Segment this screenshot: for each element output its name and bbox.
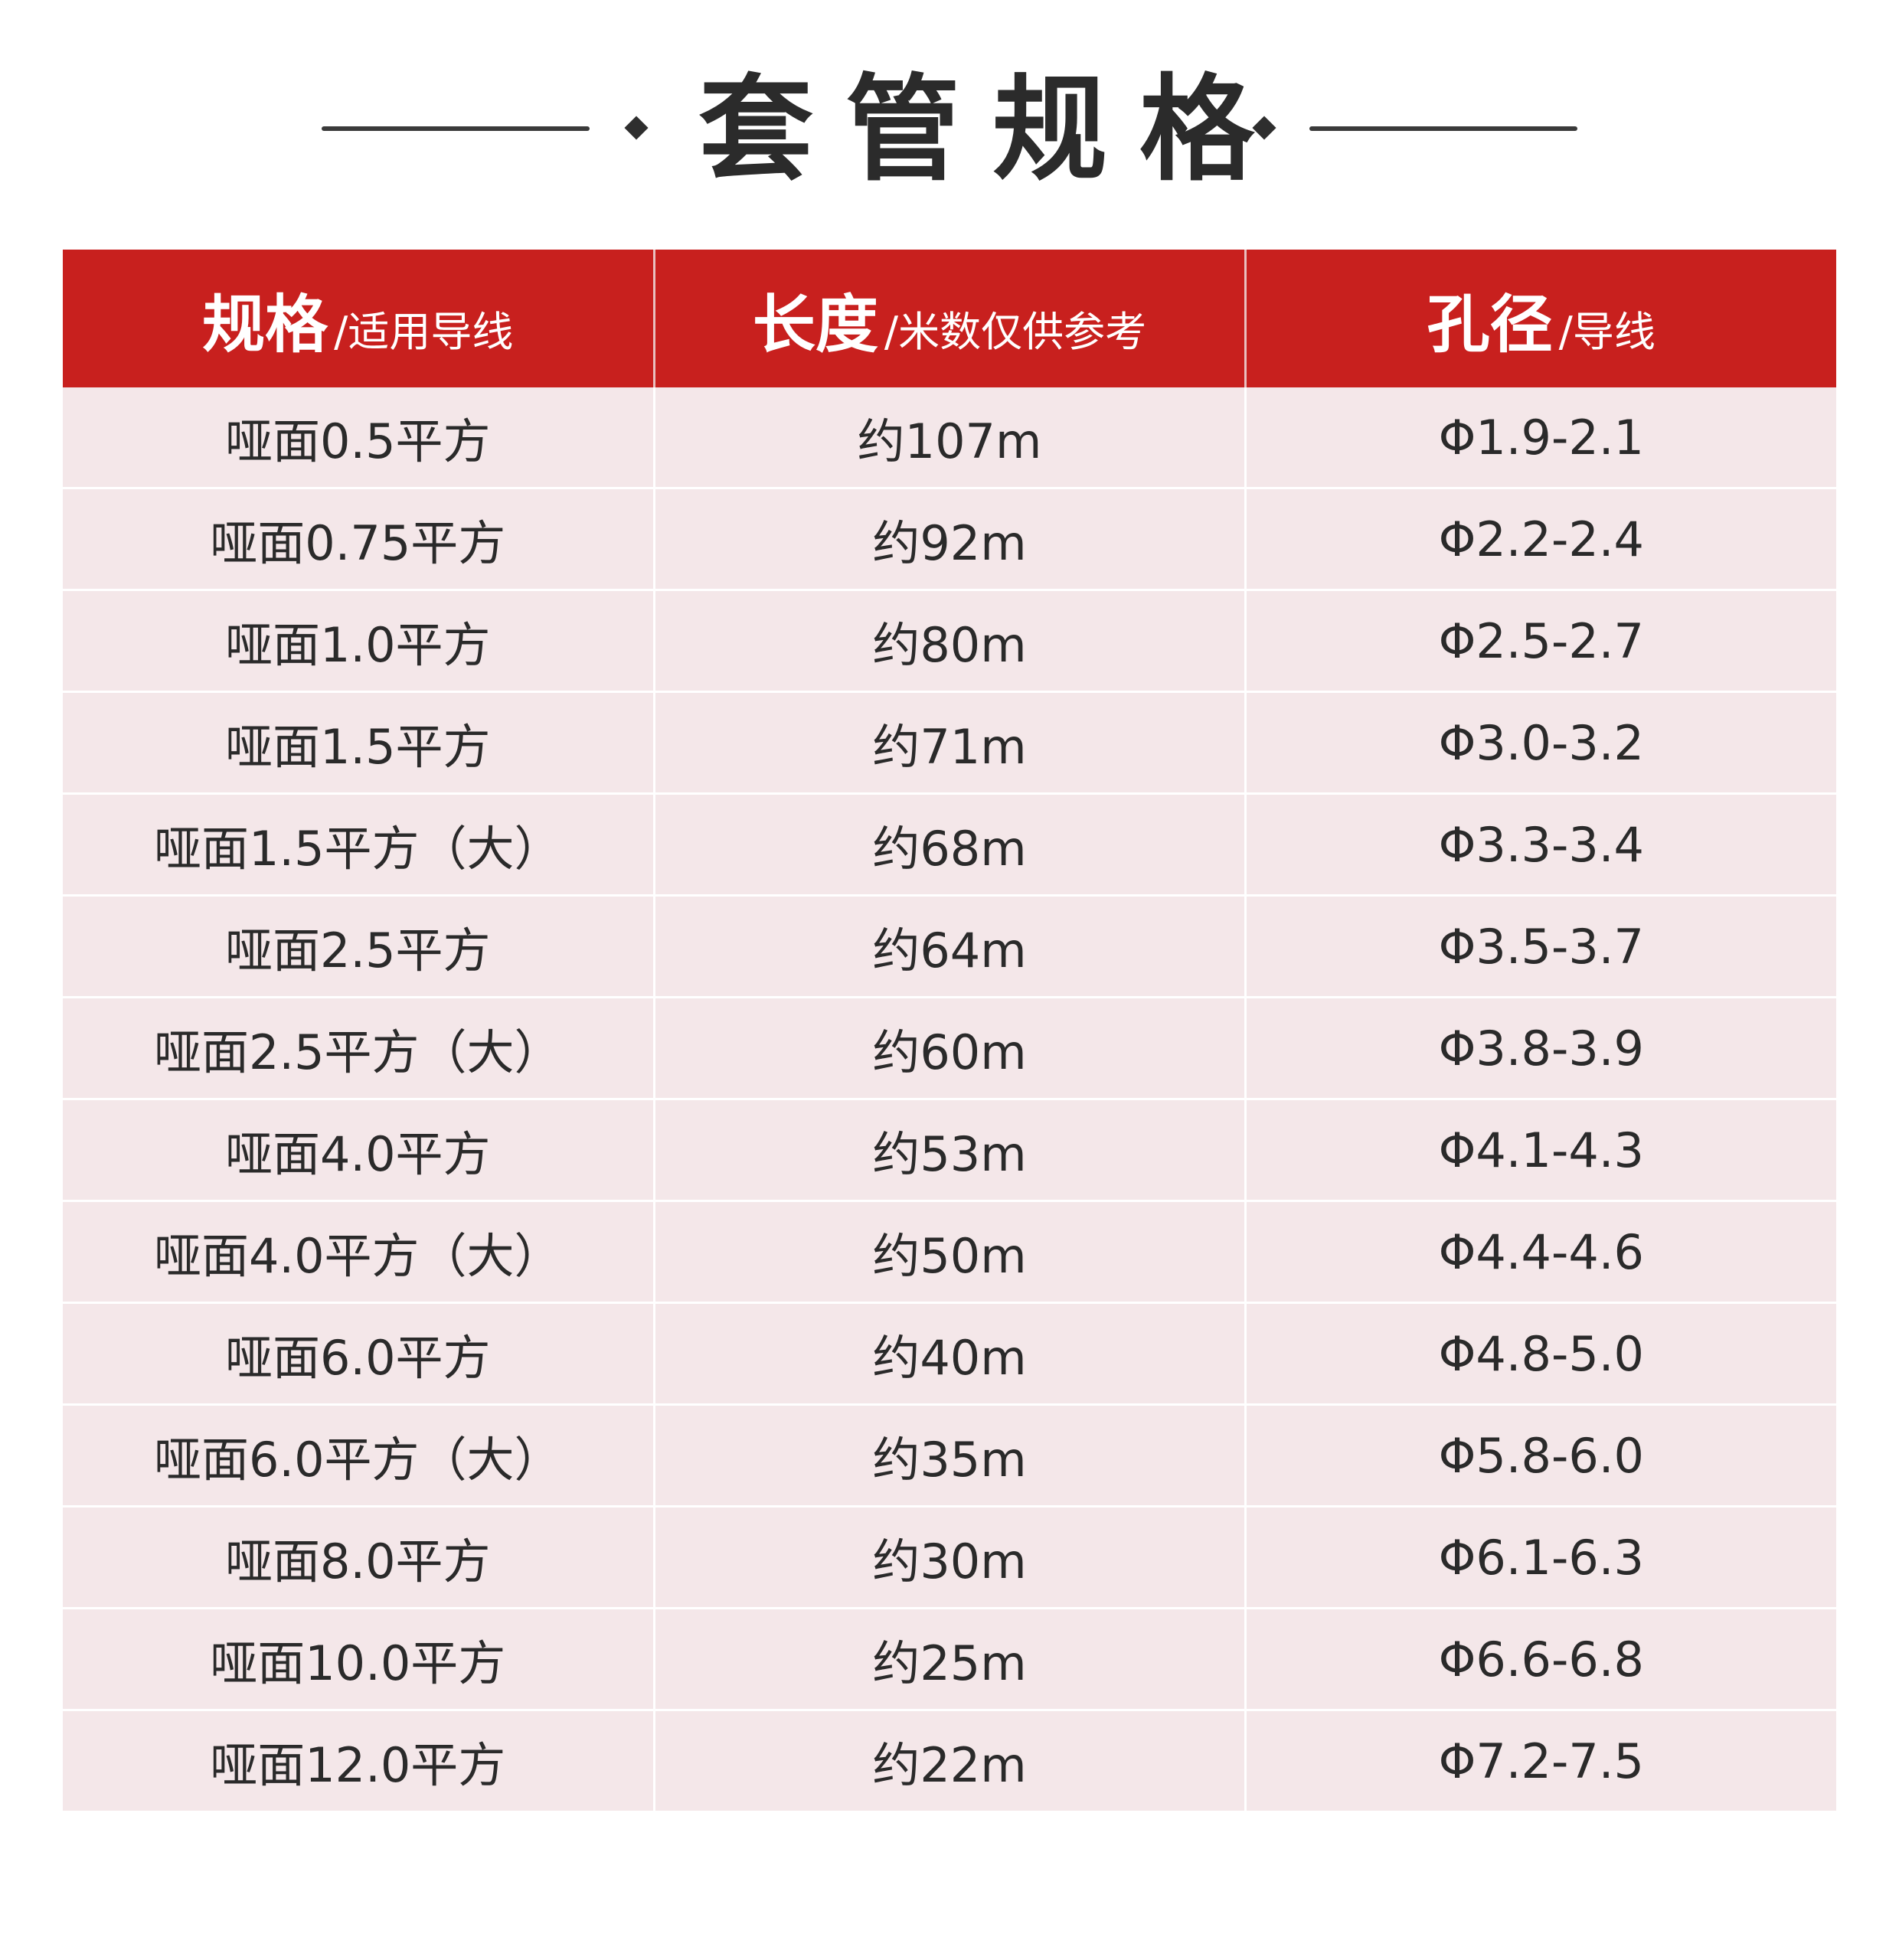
cell-diameter: Φ4.1-4.3 <box>1245 1099 1836 1202</box>
table-row: 哑面8.0平方 约30m Φ6.1-6.3 <box>63 1506 1836 1609</box>
cell-diameter: Φ4.8-5.0 <box>1245 1302 1836 1406</box>
cell-spec: 哑面6.0平方 <box>63 1302 655 1406</box>
cell-diameter: Φ5.8-6.0 <box>1245 1404 1836 1508</box>
cell-length: 约53m <box>654 1099 1247 1202</box>
table-row: 哑面2.5平方（大） 约60m Φ3.8-3.9 <box>63 997 1836 1100</box>
cell-spec: 哑面4.0平方 <box>63 1099 655 1202</box>
cell-spec: 哑面4.0平方（大） <box>63 1200 655 1304</box>
table-row: 哑面2.5平方 约64m Φ3.5-3.7 <box>63 895 1836 998</box>
cell-length: 约68m <box>654 793 1247 897</box>
header-spec: 规格/适用导线 <box>63 250 655 387</box>
cell-length: 约50m <box>654 1200 1247 1304</box>
title-divider-right <box>1309 126 1577 131</box>
table-row: 哑面0.5平方 约107m Φ1.9-2.1 <box>63 387 1836 489</box>
cell-spec: 哑面0.5平方 <box>63 387 655 489</box>
cell-length: 约35m <box>654 1404 1247 1508</box>
cell-diameter: Φ3.8-3.9 <box>1245 997 1836 1100</box>
cell-length: 约107m <box>654 387 1247 489</box>
title-bar: 套管规格 <box>0 69 1899 191</box>
cell-diameter: Φ2.5-2.7 <box>1245 590 1836 693</box>
cell-spec: 哑面2.5平方（大） <box>63 997 655 1100</box>
cell-diameter: Φ6.6-6.8 <box>1245 1608 1836 1711</box>
cell-diameter: Φ7.2-7.5 <box>1245 1710 1836 1811</box>
cell-length: 约64m <box>654 895 1247 998</box>
cell-spec: 哑面1.5平方（大） <box>63 793 655 897</box>
cell-diameter: Φ3.0-3.2 <box>1245 691 1836 795</box>
table-row: 哑面10.0平方 约25m Φ6.6-6.8 <box>63 1608 1836 1711</box>
cell-spec: 哑面2.5平方 <box>63 895 655 998</box>
table-row: 哑面0.75平方 约92m Φ2.2-2.4 <box>63 488 1836 591</box>
table-row: 哑面1.5平方 约71m Φ3.0-3.2 <box>63 691 1836 795</box>
cell-length: 约30m <box>654 1506 1247 1609</box>
header-diameter-title: 孔径 <box>1427 288 1553 361</box>
table-row: 哑面6.0平方（大） 约35m Φ5.8-6.0 <box>63 1404 1836 1508</box>
cell-spec: 哑面6.0平方（大） <box>63 1404 655 1508</box>
cell-diameter: Φ1.9-2.1 <box>1245 387 1836 489</box>
table-row: 哑面4.0平方（大） 约50m Φ4.4-4.6 <box>63 1200 1836 1304</box>
table-header-row: 规格/适用导线 长度/米数仅供参考 孔径/导线 <box>63 250 1836 387</box>
cell-diameter: Φ6.1-6.3 <box>1245 1506 1836 1609</box>
page-title: 套管规格 <box>698 64 1287 197</box>
header-spec-title: 规格 <box>202 288 328 361</box>
cell-length: 约22m <box>654 1710 1247 1811</box>
cell-spec: 哑面10.0平方 <box>63 1608 655 1711</box>
cell-spec: 哑面8.0平方 <box>63 1506 655 1609</box>
cell-length: 约92m <box>654 488 1247 591</box>
cell-length: 约71m <box>654 691 1247 795</box>
cell-length: 约80m <box>654 590 1247 693</box>
cell-length: 约40m <box>654 1302 1247 1406</box>
header-spec-note: /适用导线 <box>334 307 514 356</box>
table-row: 哑面12.0平方 约22m Φ7.2-7.5 <box>63 1710 1836 1811</box>
cell-spec: 哑面12.0平方 <box>63 1710 655 1811</box>
cell-length: 约60m <box>654 997 1247 1100</box>
header-diameter-note: /导线 <box>1558 307 1655 356</box>
cell-spec: 哑面0.75平方 <box>63 488 655 591</box>
diamond-icon <box>624 116 649 140</box>
table-row: 哑面1.0平方 约80m Φ2.5-2.7 <box>63 590 1836 693</box>
cell-spec: 哑面1.5平方 <box>63 691 655 795</box>
cell-diameter: Φ3.5-3.7 <box>1245 895 1836 998</box>
cell-spec: 哑面1.0平方 <box>63 590 655 693</box>
header-length: 长度/米数仅供参考 <box>654 250 1247 387</box>
title-divider-left <box>322 126 590 131</box>
table-row: 哑面1.5平方（大） 约68m Φ3.3-3.4 <box>63 793 1836 897</box>
cell-length: 约25m <box>654 1608 1247 1711</box>
table-row: 哑面4.0平方 约53m Φ4.1-4.3 <box>63 1099 1836 1202</box>
table-row: 哑面6.0平方 约40m Φ4.8-5.0 <box>63 1302 1836 1406</box>
cell-diameter: Φ3.3-3.4 <box>1245 793 1836 897</box>
spec-table: 规格/适用导线 长度/米数仅供参考 孔径/导线 哑面0.5平方 约107m Φ1… <box>63 250 1836 1811</box>
cell-diameter: Φ4.4-4.6 <box>1245 1200 1836 1304</box>
header-length-title: 长度 <box>752 288 878 361</box>
header-length-note: /米数仅供参考 <box>884 307 1147 356</box>
cell-diameter: Φ2.2-2.4 <box>1245 488 1836 591</box>
header-diameter: 孔径/导线 <box>1245 250 1836 387</box>
